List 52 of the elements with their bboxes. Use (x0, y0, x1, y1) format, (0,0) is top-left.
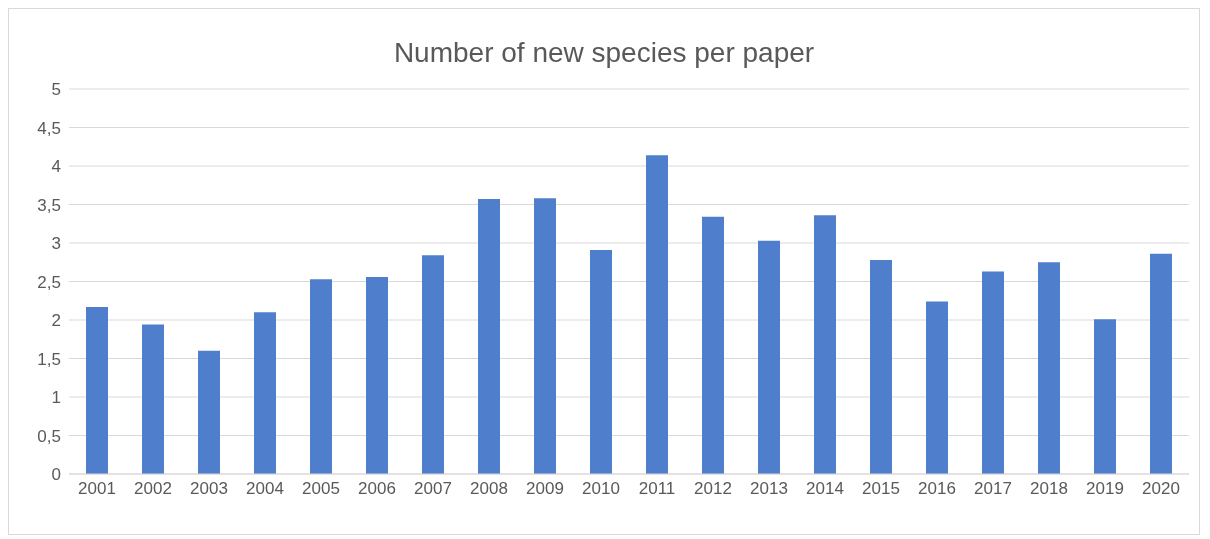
y-tick-label: 2 (51, 311, 61, 331)
bar (142, 324, 164, 474)
x-tick-label: 2013 (750, 479, 788, 499)
bar (870, 259, 892, 474)
y-tick-label: 2,5 (37, 272, 61, 292)
x-tick-label: 2012 (694, 479, 732, 499)
x-tick-label: 2019 (1086, 479, 1124, 499)
x-tick-label: 2017 (974, 479, 1012, 499)
x-tick-label: 2006 (358, 479, 396, 499)
y-tick-label: 1,5 (37, 349, 61, 369)
y-tick-label: 3 (51, 234, 61, 254)
bar (702, 216, 724, 474)
bar (982, 271, 1004, 474)
x-tick-label: 2007 (414, 479, 452, 499)
bar (86, 306, 108, 474)
bar (478, 199, 500, 474)
y-tick-label: 0,5 (37, 426, 61, 446)
x-tick-label: 2018 (1030, 479, 1068, 499)
bar (310, 279, 332, 474)
y-tick-label: 5 (51, 80, 61, 100)
y-tick-label: 4,5 (37, 118, 61, 138)
x-tick-label: 2008 (470, 479, 508, 499)
x-tick-label: 2016 (918, 479, 956, 499)
bar (1094, 319, 1116, 474)
y-tick-label: 0 (51, 465, 61, 485)
bar (534, 198, 556, 474)
x-tick-label: 2010 (582, 479, 620, 499)
bar (1150, 253, 1172, 474)
x-tick-label: 2011 (638, 479, 676, 499)
bar (926, 301, 948, 474)
x-tick-label: 2020 (1142, 479, 1180, 499)
x-tick-label: 2002 (134, 479, 172, 499)
bar (366, 276, 388, 474)
x-tick-label: 2009 (526, 479, 564, 499)
bar (254, 312, 276, 474)
x-tick-label: 2004 (246, 479, 284, 499)
x-tick-label: 2014 (806, 479, 844, 499)
chart-title: Number of new species per paper (392, 36, 816, 69)
x-tick-label: 2005 (302, 479, 340, 499)
bar (422, 255, 444, 474)
y-tick-label: 3,5 (37, 195, 61, 215)
bar (1038, 262, 1060, 474)
bar (590, 249, 612, 474)
bar (198, 350, 220, 474)
y-tick-label: 1 (51, 388, 61, 408)
x-tick-label: 2001 (78, 479, 116, 499)
y-tick-label: 4 (51, 157, 61, 177)
x-tick-label: 2015 (862, 479, 900, 499)
bar (758, 240, 780, 474)
bar (646, 155, 668, 474)
bar (814, 215, 836, 474)
x-tick-label: 2003 (190, 479, 228, 499)
